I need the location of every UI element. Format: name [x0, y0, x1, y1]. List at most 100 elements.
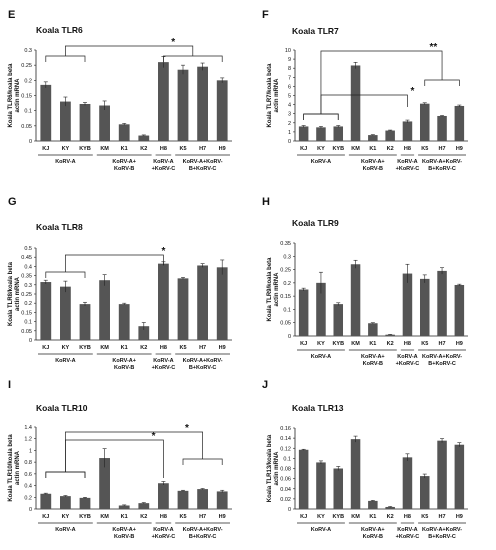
bar: [40, 282, 52, 340]
x-tick-label: KYB: [79, 345, 91, 351]
y-tick-label: 0.35: [280, 241, 291, 247]
y-tick-label: 0.12: [280, 446, 291, 452]
x-tick-label: K1: [121, 514, 128, 520]
panel-letter: F: [262, 9, 269, 21]
chart-title: Koala TLR13: [292, 403, 344, 413]
bar: [368, 323, 378, 336]
group-label: B+KoRV-C: [428, 361, 456, 367]
group-label: +KoRV-C: [396, 534, 420, 540]
x-tick-label: KY: [317, 146, 325, 152]
y-axis-label: actin mRNA: [15, 78, 21, 113]
y-tick-label: 0.2: [283, 281, 291, 287]
x-tick-label: KM: [351, 341, 360, 347]
x-tick-label: KJ: [300, 341, 307, 347]
y-tick-label: 7: [288, 75, 291, 81]
bar: [118, 304, 130, 340]
y-axis-label: Koala TLR13/koala beta: [267, 434, 273, 502]
y-axis-label: actin mRNA: [15, 450, 21, 485]
bar: [216, 491, 228, 509]
group-label: KoRV-A: [311, 354, 331, 360]
bar: [197, 66, 208, 141]
bar: [350, 65, 361, 141]
bar: [419, 278, 430, 336]
significance-bracket: [45, 471, 86, 478]
panel-g: G Koala TLR8 Koala TLR8/koala beta actin mR…: [8, 196, 232, 371]
y-tick-label: 0.3: [24, 48, 32, 54]
y-tick-label: 0.35: [21, 274, 32, 280]
y-axis-label: actin mRNA: [274, 272, 280, 307]
y-tick-label: 9: [288, 57, 291, 63]
group-label: KoRV-A+: [112, 358, 136, 364]
x-tick-label: H9: [456, 341, 463, 347]
y-tick-label: 1.2: [24, 437, 32, 443]
group-label: KoRV-A+KoRV-: [422, 527, 462, 533]
x-tick-label: K1: [121, 345, 128, 351]
bar: [197, 265, 208, 340]
group-label: B+KoRV-C: [189, 534, 217, 540]
x-tick-label: KM: [351, 514, 360, 520]
group-label: +KoRV-C: [396, 166, 420, 172]
y-tick-label: 0.05: [21, 329, 32, 335]
x-tick-label: H9: [219, 514, 226, 520]
group-label: KoRV-B: [363, 361, 383, 367]
x-tick-label: H9: [456, 514, 463, 520]
x-tick-label: H8: [404, 146, 411, 152]
significance-bracket: [424, 79, 460, 86]
significance-bracket: [163, 55, 223, 62]
y-tick-label: 5: [288, 94, 291, 100]
bar: [79, 304, 91, 340]
y-tick-label: 0.1: [24, 109, 32, 115]
y-tick-label: 6: [288, 84, 291, 90]
x-tick-label: K5: [421, 146, 428, 152]
y-tick-label: 0.04: [280, 487, 291, 493]
y-tick-label: 0: [288, 334, 291, 340]
bar: [60, 286, 71, 340]
group-label: KoRV-A+KoRV-: [183, 358, 223, 364]
y-axis-label: actin mRNA: [274, 451, 280, 486]
x-tick-label: K1: [369, 341, 376, 347]
bar: [333, 126, 344, 141]
y-tick-label: 0.02: [280, 497, 291, 503]
significance-bracket: [303, 113, 339, 120]
group-label: KoRV-A+: [361, 527, 385, 533]
panel-letter: I: [8, 379, 11, 391]
y-axis-label: actin mRNA: [274, 78, 280, 113]
x-tick-label: KYB: [79, 514, 91, 520]
y-tick-label: 0.4: [24, 484, 32, 490]
y-tick-label: 0.3: [283, 254, 291, 260]
bar: [197, 489, 208, 509]
x-tick-label: H9: [219, 146, 226, 152]
bar: [79, 103, 91, 141]
group-label: KoRV-A: [397, 354, 417, 360]
y-axis-label: actin mRNA: [15, 276, 21, 311]
significance-star: *: [152, 431, 156, 442]
significance-bracket: [45, 55, 86, 62]
x-tick-label: K2: [387, 514, 394, 520]
group-label: B+KoRV-C: [428, 534, 456, 540]
bar: [99, 105, 110, 141]
significance-star: *: [161, 246, 165, 257]
bar: [99, 280, 110, 340]
bar: [385, 506, 395, 509]
x-tick-label: K1: [369, 146, 376, 152]
x-tick-label: K5: [179, 514, 186, 520]
group-label: KoRV-A+: [112, 527, 136, 533]
panel-letter: G: [8, 196, 17, 208]
x-tick-label: KJ: [300, 146, 307, 152]
group-label: KoRV-B: [363, 166, 383, 172]
y-tick-label: 0.2: [24, 301, 32, 307]
x-tick-label: H7: [199, 146, 206, 152]
group-label: +KoRV-C: [152, 166, 176, 172]
bar: [437, 115, 447, 141]
y-tick-label: 0.16: [280, 426, 291, 432]
group-label: KoRV-A: [55, 159, 75, 165]
bar: [437, 270, 447, 336]
bar: [177, 278, 189, 340]
significance-bracket: [182, 458, 223, 465]
group-label: KoRV-A: [55, 358, 75, 364]
y-tick-label: 0.8: [24, 460, 32, 466]
panel-i: I Koala TLR10 Koala TLR10/koala beta actin …: [8, 379, 232, 540]
x-tick-label: KYB: [79, 146, 91, 152]
significance-bracket: [65, 439, 164, 472]
